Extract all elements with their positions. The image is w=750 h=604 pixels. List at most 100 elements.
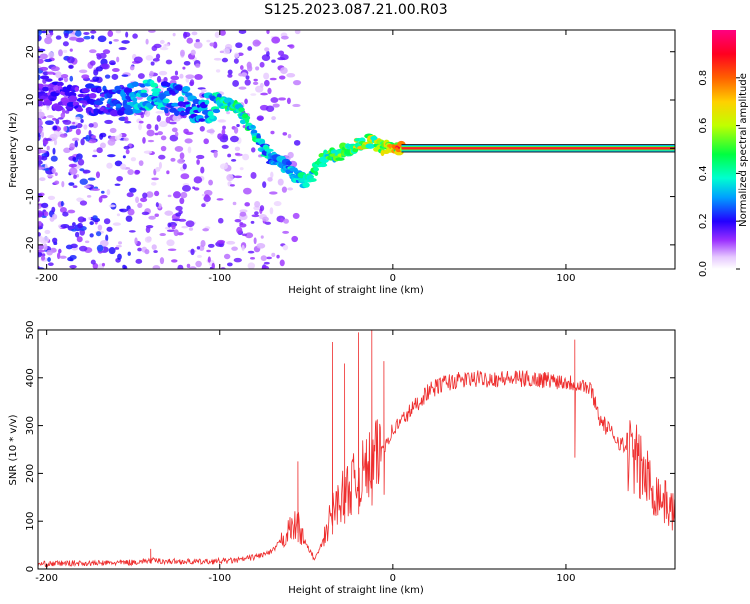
spectral-speckle — [217, 133, 223, 140]
spectral-speckle — [159, 232, 166, 237]
spectral-speckle — [69, 265, 77, 269]
spectral-speckle — [38, 160, 43, 165]
spectral-ridge-blob — [99, 97, 105, 102]
spectral-speckle — [152, 265, 161, 269]
spectral-speckle — [174, 131, 179, 137]
spectral-speckle — [190, 248, 195, 256]
spectral-speckle — [70, 243, 78, 249]
spectral-speckle — [128, 143, 132, 148]
spectral-speckle — [113, 38, 119, 42]
spectral-speckle — [59, 207, 67, 213]
spectral-speckle — [174, 145, 184, 152]
snr-panel: -200 -100 0 100 0 100 200 300 400 500 Height of … — [8, 320, 676, 596]
spectral-speckle — [249, 256, 256, 260]
spectral-speckle — [135, 196, 140, 204]
spectral-speckle — [68, 182, 75, 186]
spectral-speckle — [47, 195, 56, 200]
spectral-speckle — [233, 257, 242, 263]
spectral-speckle — [125, 149, 130, 155]
spectral-speckle — [279, 75, 286, 80]
spectral-speckle — [38, 30, 42, 36]
spectral-speckle — [247, 46, 253, 51]
spectral-speckle — [185, 220, 195, 228]
spectral-speckle — [153, 250, 158, 254]
spectral-speckle — [144, 249, 150, 255]
spectral-speckle — [60, 112, 66, 119]
spectral-speckle — [98, 196, 103, 203]
spectral-speckle — [104, 119, 114, 124]
spectral-ridge-blob — [238, 107, 245, 113]
spectral-speckle — [227, 153, 232, 158]
spectral-ridge-blob — [256, 133, 261, 140]
spectral-speckle — [76, 236, 83, 243]
spectral-speckle — [87, 139, 97, 144]
spectral-speckle — [253, 237, 257, 245]
spectral-speckle — [280, 217, 284, 223]
spectral-ridge-blob — [97, 87, 102, 93]
spectral-speckle — [233, 58, 239, 64]
spectral-speckle — [256, 243, 266, 249]
spectral-speckle — [38, 58, 44, 64]
spectral-speckle — [181, 225, 189, 229]
spectral-speckle — [194, 74, 203, 80]
spectral-speckle — [172, 32, 176, 37]
spectral-speckle — [138, 120, 144, 124]
spectral-speckle — [238, 30, 247, 34]
spectral-speckle — [38, 220, 42, 226]
spectral-speckle — [72, 222, 76, 227]
spectral-speckle — [38, 249, 46, 253]
spectral-speckle — [112, 222, 121, 226]
spectral-speckle — [266, 30, 270, 35]
spectral-speckle — [247, 250, 255, 254]
spectral-speckle — [180, 191, 188, 199]
spectral-speckle — [38, 108, 43, 112]
spectral-speckle — [148, 30, 156, 33]
spectral-speckle — [239, 211, 247, 217]
snr-y-axis-label: SNR (10 * v/v) — [8, 414, 19, 485]
spectral-speckle — [72, 185, 78, 189]
spectral-speckle — [195, 260, 202, 268]
spectral-speckle — [127, 208, 135, 216]
spectral-speckle — [68, 65, 73, 69]
spectral-speckle — [47, 257, 51, 262]
spectral-speckle — [121, 40, 130, 44]
spectral-speckle — [200, 239, 206, 248]
spectral-ridge-blob — [313, 167, 320, 172]
spectral-speckle — [219, 163, 228, 170]
spectral-speckle — [90, 35, 95, 40]
spectral-speckle — [151, 45, 158, 52]
spectral-speckle — [89, 49, 97, 54]
spectral-ridge-blob — [151, 91, 160, 97]
spectrogram-marks — [38, 30, 675, 269]
x-tick-label: -100 — [208, 573, 231, 584]
spectral-speckle — [125, 31, 129, 38]
spectral-ridge-blob — [124, 108, 134, 116]
spectral-ridge-blob — [89, 93, 97, 99]
spectral-speckle — [164, 43, 170, 47]
spectral-speckle — [69, 48, 73, 52]
spectral-speckle — [79, 178, 88, 185]
spectral-speckle — [170, 75, 180, 81]
spectral-speckle — [91, 135, 97, 139]
spectral-speckle — [55, 118, 60, 125]
spectral-speckle — [76, 197, 84, 202]
spectral-ridge-blob — [42, 86, 49, 92]
spectral-speckle — [215, 69, 221, 73]
colorbar-tick-label: 0.8 — [698, 70, 709, 86]
spectral-speckle — [50, 66, 60, 72]
spectral-ridge-blob — [38, 99, 43, 106]
spectral-ridge-blob — [75, 107, 84, 113]
spectral-speckle — [266, 50, 270, 57]
spectral-speckle — [292, 212, 300, 219]
spectral-speckle — [189, 266, 197, 269]
spectral-speckle — [281, 35, 289, 40]
spectral-speckle — [272, 103, 280, 108]
spectral-ridge-blob — [174, 110, 180, 117]
spectral-ridge-blob — [370, 135, 378, 141]
spectral-speckle — [69, 258, 74, 262]
spectral-speckle — [234, 52, 240, 58]
spectral-speckle — [269, 191, 278, 195]
spectral-speckle — [72, 156, 77, 161]
spectral-speckle — [41, 156, 48, 161]
spectral-speckle — [227, 73, 233, 78]
